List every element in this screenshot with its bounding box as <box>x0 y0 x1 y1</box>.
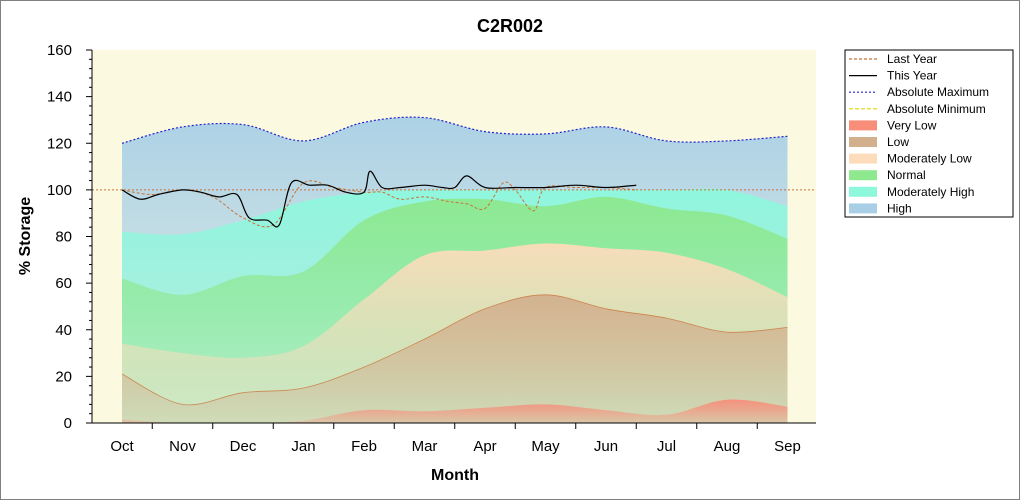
x-tick-label: Oct <box>110 438 134 455</box>
y-axis-title: % Storage <box>17 197 34 275</box>
band-low <box>122 294 788 423</box>
x-tick-label: Sep <box>774 438 801 455</box>
legend-very-low-label: Very Low <box>887 118 937 132</box>
y-tick-label: 140 <box>47 89 72 106</box>
legend: Last Year This Year Absolute Maximum Absolu… <box>844 49 1014 218</box>
legend-moderately-high-label: Moderately High <box>887 185 974 199</box>
y-tick-label: 60 <box>55 275 72 292</box>
y-tick-label: 120 <box>47 135 72 152</box>
plot-area <box>92 50 816 424</box>
x-axis-title: Month <box>431 467 479 484</box>
x-tick-label: Mar <box>412 438 438 455</box>
y-tick-label: 0 <box>64 415 72 432</box>
legend-moderately-high-swatch <box>849 186 877 197</box>
x-tick-label: Nov <box>169 438 196 455</box>
y-tick-label: 100 <box>47 182 72 199</box>
y-tick-label: 80 <box>55 229 72 246</box>
legend-moderately-low-swatch <box>849 153 877 164</box>
x-tick-label: Feb <box>351 438 377 455</box>
band-low-edge <box>121 294 788 406</box>
legend-normal-label: Normal <box>887 168 926 182</box>
legend-this-year-label: This Year <box>887 69 937 83</box>
legend-normal-swatch <box>849 170 877 181</box>
legend-low-swatch <box>849 137 877 147</box>
y-tick-label: 40 <box>55 322 72 339</box>
axes: 0 20 40 60 80 100 120 140 160 Oct Nov Dec Jan Feb Mar A… <box>47 42 816 455</box>
legend-high-label: High <box>887 201 912 215</box>
x-tick-label: Aug <box>714 438 741 455</box>
x-tick-label: Dec <box>230 438 257 455</box>
chart-title: C2R002 <box>477 16 543 36</box>
series-this-year <box>121 170 637 228</box>
x-tick-label: Apr <box>473 438 496 455</box>
x-tick-label: May <box>531 438 560 455</box>
legend-abs-min-label: Absolute Minimum <box>887 102 986 116</box>
legend-very-low-swatch <box>849 120 877 131</box>
legend-last-year-label: Last Year <box>887 52 937 66</box>
y-tick-label: 160 <box>47 42 72 59</box>
y-tick-label: 20 <box>55 368 72 385</box>
legend-moderately-low-label: Moderately Low <box>887 152 972 166</box>
x-tick-label: Jul <box>657 438 676 455</box>
x-tick-label: Jun <box>594 438 618 455</box>
legend-abs-max-label: Absolute Maximum <box>887 85 989 99</box>
x-tick-label: Jan <box>291 438 315 455</box>
series-last-year <box>121 180 637 228</box>
band-very-low <box>122 399 788 424</box>
series-abs-max <box>121 116 788 144</box>
legend-high-swatch <box>849 203 877 214</box>
legend-low-label: Low <box>887 135 909 149</box>
